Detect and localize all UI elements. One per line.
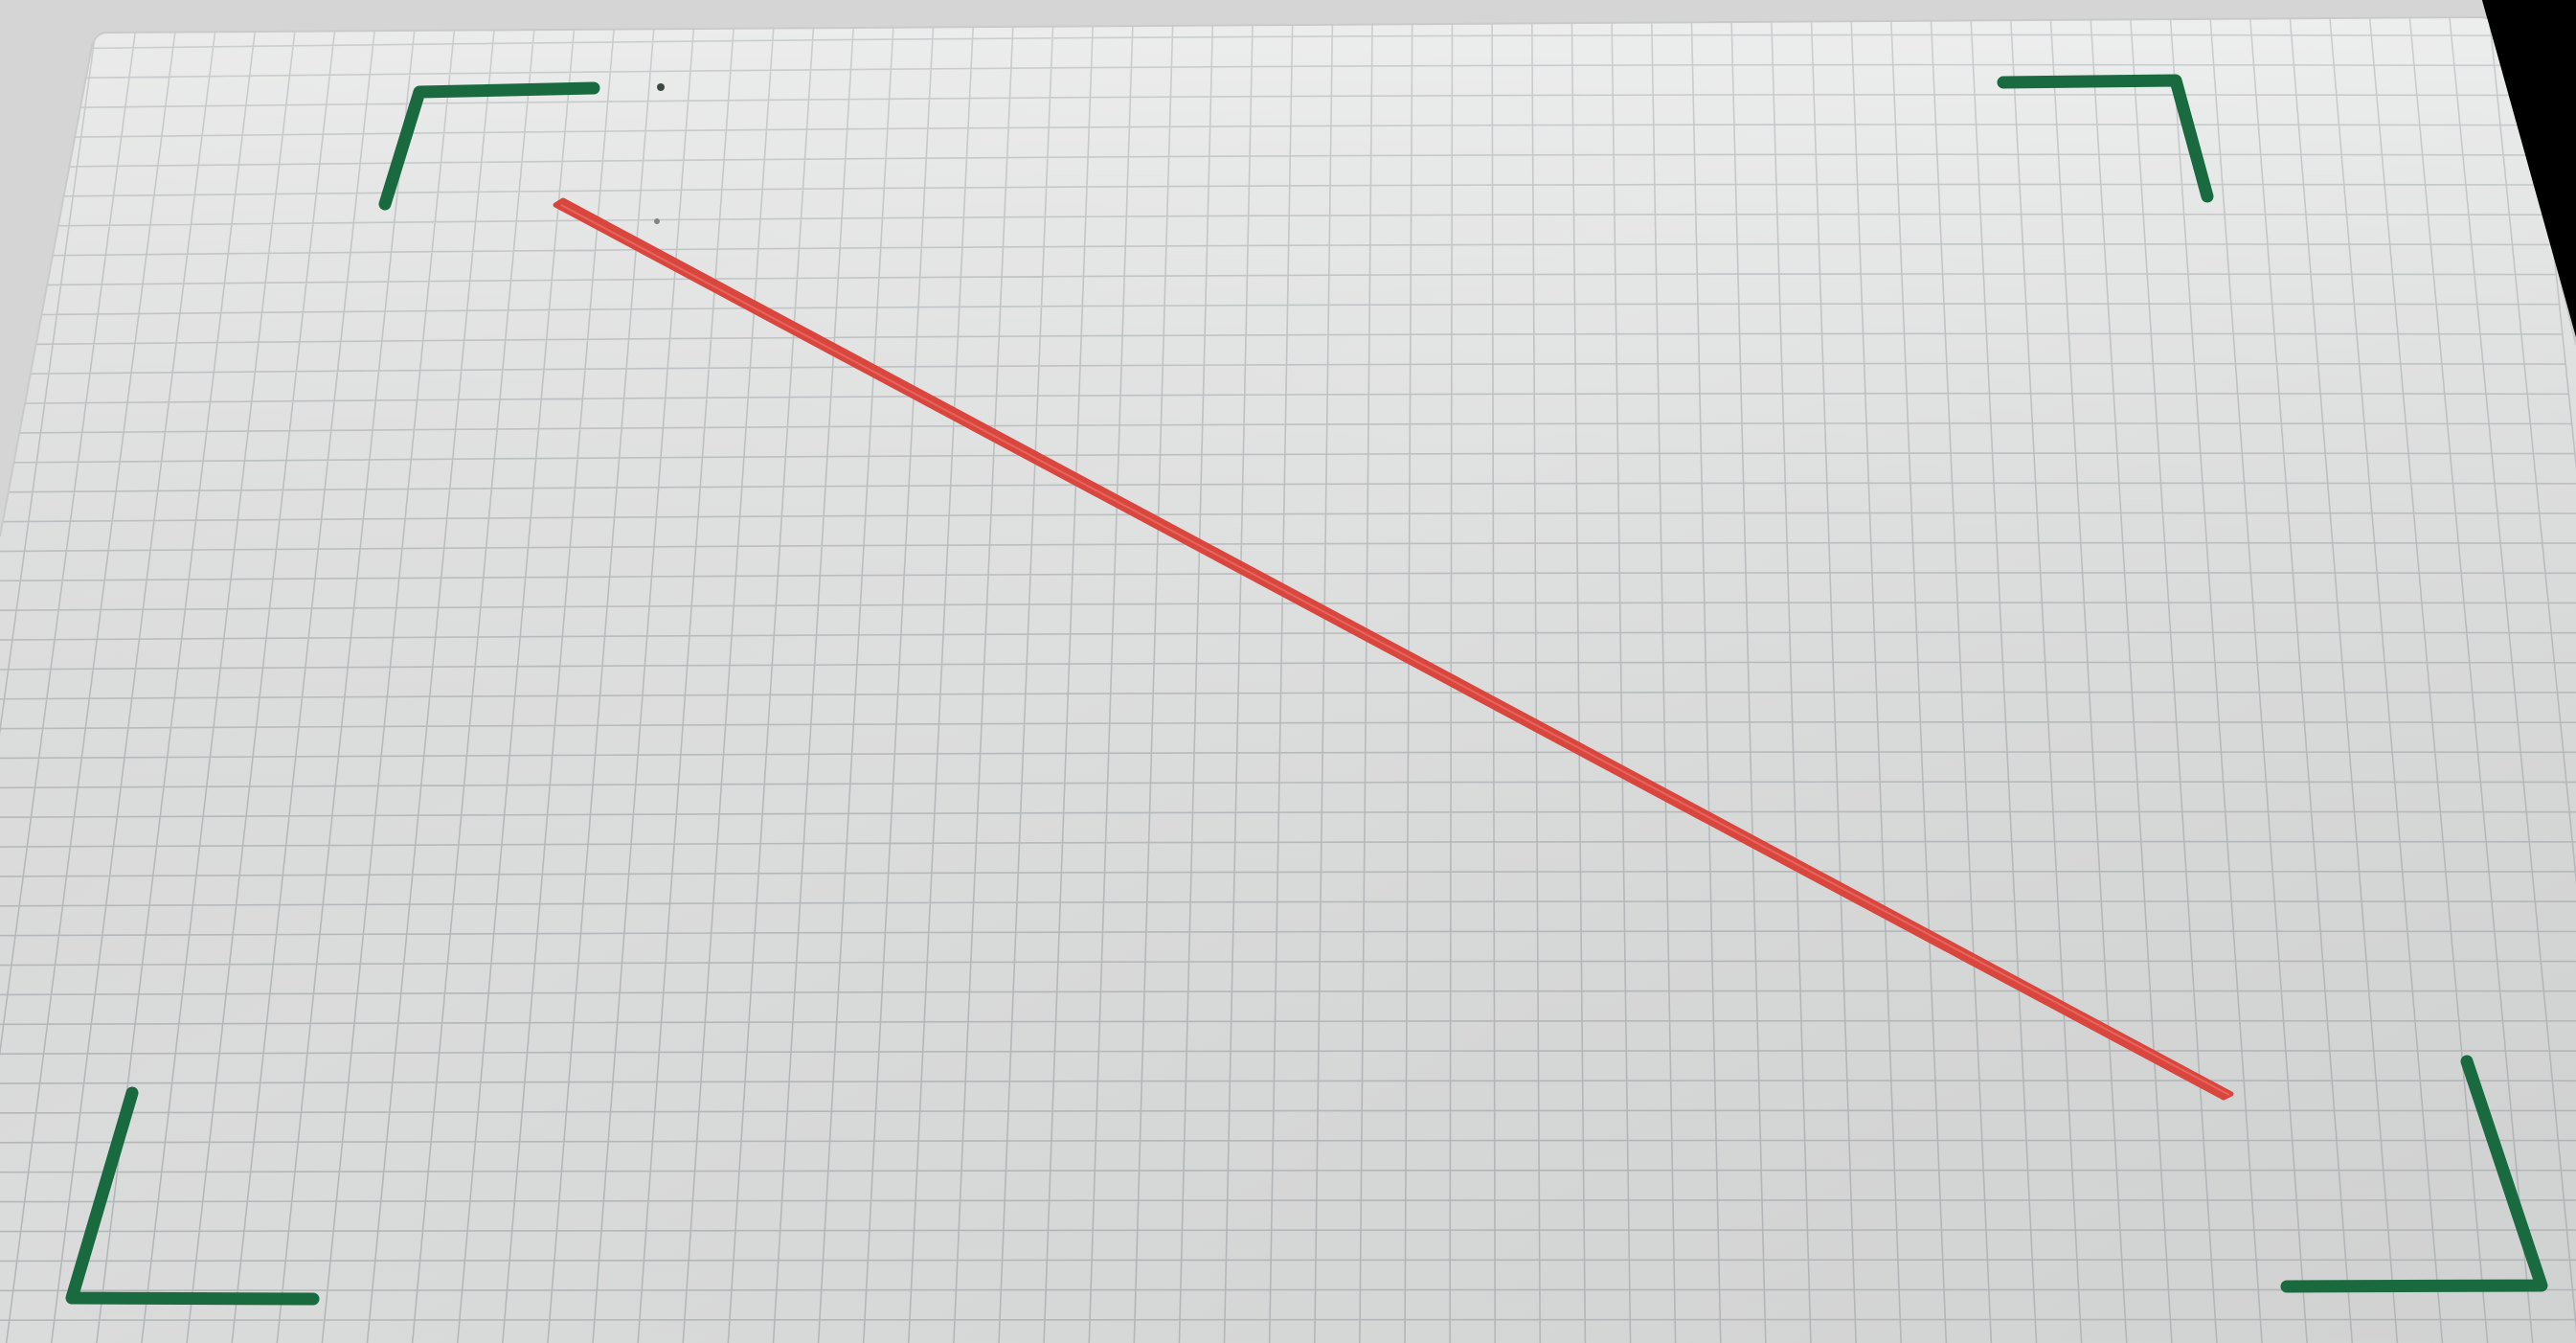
grid-paper-card — [0, 15, 2576, 1343]
background-wedge — [2482, 0, 2576, 337]
red-line-highlight — [560, 204, 2230, 1096]
corner-mark-bottom-right — [2280, 1055, 2548, 1293]
corner-marks — [65, 74, 2548, 1306]
ink-speck — [654, 218, 660, 224]
corner-mark-top-left — [378, 81, 600, 211]
red-diagonal-line — [553, 197, 2234, 1101]
corner-mark-bottom-left — [65, 1086, 320, 1306]
corner-mark-top-right — [1997, 74, 2214, 203]
ink-speck — [657, 83, 665, 91]
